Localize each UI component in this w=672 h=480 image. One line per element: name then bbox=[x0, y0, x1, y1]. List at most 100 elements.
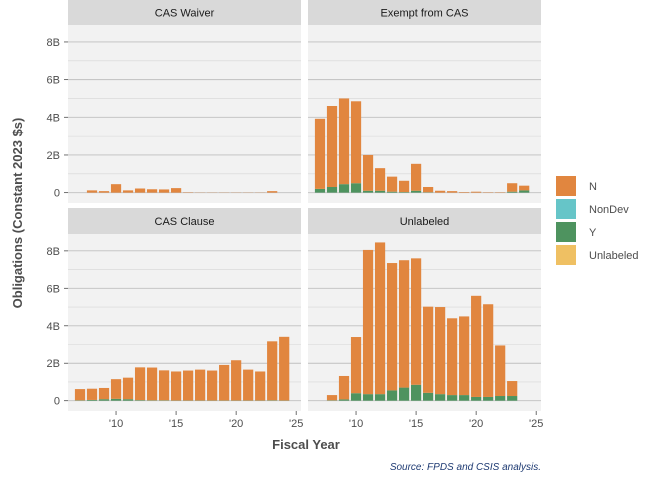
y-tick-label: 8B bbox=[47, 246, 60, 258]
bar-n-2012 bbox=[134, 188, 146, 193]
bar-y-2010 bbox=[350, 183, 362, 193]
bar-n-2010 bbox=[110, 184, 122, 193]
y-tick-label: 6B bbox=[47, 75, 60, 87]
bar-n-2020 bbox=[471, 191, 482, 193]
x-tick-label: '20 bbox=[469, 418, 483, 430]
bar-y-2024 bbox=[519, 190, 530, 193]
bar-n-2010 bbox=[350, 101, 362, 184]
bar-n-2009 bbox=[338, 375, 350, 400]
panel-title: CAS Clause bbox=[155, 216, 215, 228]
bar-n-2009 bbox=[98, 191, 110, 193]
legend-label-unlabeled: Unlabeled bbox=[589, 250, 639, 262]
x-tick-label: '25 bbox=[529, 418, 543, 430]
bar-y-2012 bbox=[134, 400, 146, 401]
y-tick-label: 2B bbox=[47, 358, 60, 370]
panel-unlabeled: Unlabeled '10 '15 '20 '25 bbox=[308, 208, 543, 430]
bar-y-2009 bbox=[98, 399, 110, 401]
bar-y-2015 bbox=[410, 190, 422, 193]
bar-y-2009 bbox=[338, 399, 350, 401]
bar-y-2011 bbox=[362, 394, 374, 401]
bar-n-2019 bbox=[219, 364, 230, 401]
bar-n-2015 bbox=[410, 258, 422, 385]
panel-title: CAS Waiver bbox=[155, 8, 215, 20]
x-tick-label: '15 bbox=[169, 418, 183, 430]
bar-n-2012 bbox=[134, 367, 146, 401]
bar-n-2010 bbox=[350, 337, 362, 394]
bar-n-2008 bbox=[326, 395, 338, 401]
bar-n-2015 bbox=[170, 371, 182, 401]
bar-n-2009 bbox=[338, 98, 350, 185]
source-caption: Source: FPDS and CSIS analysis. bbox=[390, 462, 541, 473]
bar-n-2022 bbox=[255, 371, 266, 401]
y-tick-label: 0 bbox=[54, 396, 60, 408]
bar-n-2020 bbox=[231, 360, 242, 401]
bar-n-2019 bbox=[459, 316, 470, 396]
bar-y-2011 bbox=[362, 190, 374, 193]
bar-n-2007 bbox=[74, 389, 86, 401]
bar-n-2024 bbox=[279, 336, 290, 401]
bar-n-2023 bbox=[267, 191, 278, 193]
x-tick-label: '15 bbox=[409, 418, 423, 430]
bar-y-2013 bbox=[386, 390, 398, 401]
panel-strip bbox=[68, 208, 301, 234]
bar-n-2023 bbox=[267, 341, 278, 401]
bar-y-2016 bbox=[423, 392, 434, 401]
panel-strip bbox=[308, 0, 541, 25]
panel-title: Unlabeled bbox=[400, 216, 450, 228]
bar-n-2021 bbox=[483, 304, 494, 397]
bar-n-2013 bbox=[146, 367, 158, 401]
bar-y-2011 bbox=[122, 399, 134, 401]
bar-n-2016 bbox=[183, 370, 194, 401]
x-axis-title: Fiscal Year bbox=[272, 437, 340, 452]
bar-n-2010 bbox=[110, 379, 122, 399]
bar-y-2012 bbox=[374, 190, 386, 193]
y-tick-label: 8B bbox=[47, 37, 60, 49]
bar-y-2021 bbox=[483, 396, 494, 401]
bar-y-2015 bbox=[410, 384, 422, 401]
bar-y-2008 bbox=[326, 186, 338, 193]
bar-y-2008 bbox=[86, 399, 98, 401]
bar-y-2010 bbox=[350, 393, 362, 401]
panels-layer: CAS Waiver 0 2B 4B 6B 8B Exempt from CAS CAS Cl… bbox=[47, 0, 543, 430]
bar-n-2022 bbox=[495, 345, 506, 397]
bar-n-2020 bbox=[471, 295, 482, 397]
x-tick-label: '20 bbox=[229, 418, 243, 430]
bar-n-2008 bbox=[86, 190, 98, 193]
bar-y-2014 bbox=[398, 387, 410, 401]
y-tick-label: 4B bbox=[47, 112, 60, 124]
bar-n-2014 bbox=[158, 189, 170, 193]
bar-n-2014 bbox=[158, 370, 170, 401]
bar-y-2014 bbox=[398, 192, 410, 193]
bar-y-2012 bbox=[374, 394, 386, 401]
panel-background bbox=[68, 25, 301, 203]
bar-n-2019 bbox=[459, 192, 470, 193]
bar-y-2020 bbox=[471, 396, 482, 401]
panel-cas-waiver: CAS Waiver 0 2B 4B 6B 8B bbox=[47, 0, 301, 203]
legend: N NonDev Y Unlabeled bbox=[556, 176, 639, 265]
bar-n-2007 bbox=[314, 118, 326, 189]
bar-y-2017 bbox=[435, 394, 446, 401]
bar-n-2024 bbox=[519, 185, 530, 191]
y-tick-label: 0 bbox=[54, 188, 60, 200]
legend-label-y: Y bbox=[589, 227, 597, 239]
bar-y-2009 bbox=[338, 184, 350, 193]
bar-n-2009 bbox=[98, 387, 110, 400]
legend-label-n: N bbox=[589, 181, 597, 193]
bar-n-2011 bbox=[122, 377, 134, 400]
bar-n-2017 bbox=[435, 190, 446, 193]
y-tick-label: 2B bbox=[47, 150, 60, 162]
bar-n-2018 bbox=[207, 370, 218, 401]
bar-n-2011 bbox=[362, 249, 374, 395]
panel-exempt-from-cas: Exempt from CAS bbox=[308, 0, 541, 203]
bar-n-2011 bbox=[362, 154, 374, 191]
bar-n-2016 bbox=[423, 186, 434, 193]
bar-y-2018 bbox=[447, 395, 458, 401]
bar-n-2014 bbox=[398, 260, 410, 388]
bar-n-2014 bbox=[398, 180, 410, 193]
bar-n-2008 bbox=[86, 388, 98, 400]
legend-label-nondev: NonDev bbox=[589, 204, 629, 216]
bar-n-2018 bbox=[447, 191, 458, 193]
legend-swatch-unlabeled bbox=[556, 245, 576, 265]
bar-n-2013 bbox=[386, 176, 398, 192]
